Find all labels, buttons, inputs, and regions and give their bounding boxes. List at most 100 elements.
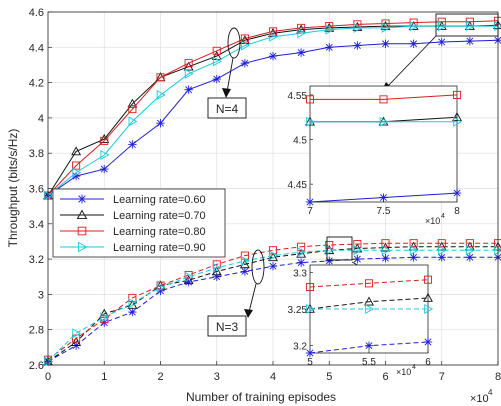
- data-point: [100, 150, 110, 160]
- data-point: [409, 239, 418, 248]
- legend-label-3: Learning rate=0.80: [113, 226, 206, 238]
- inset-data-point: [452, 90, 462, 99]
- inset-data-point: [452, 188, 462, 198]
- data-point: [353, 41, 362, 50]
- data-point-d2: [185, 86, 193, 94]
- data-point: [465, 253, 475, 262]
- data-point: [409, 21, 419, 32]
- data-point: [466, 245, 476, 256]
- series-layer: [43, 16, 501, 367]
- data-point-d2: [269, 262, 277, 270]
- data-point: [184, 68, 194, 79]
- data-point: [296, 48, 306, 57]
- inset-data-point: [364, 341, 374, 350]
- inset-data-point: [423, 292, 433, 302]
- data-point-d2: [410, 253, 418, 261]
- inset-data-point-d2: [365, 342, 373, 350]
- inset-data-point: [305, 282, 315, 292]
- data-point-d2: [100, 165, 108, 173]
- x-tick-label: 5: [326, 371, 332, 383]
- n4-label: N=4: [216, 102, 239, 116]
- legend-label-4: Learning rate=0.90: [113, 242, 206, 254]
- y-axis-label: Throughput (bits/s/Hz): [6, 129, 20, 248]
- inset-series-4: [306, 116, 463, 127]
- data-point: [325, 245, 335, 256]
- y-tick-label: 3: [38, 289, 44, 301]
- data-point-d2: [241, 59, 249, 67]
- series-line: [47, 242, 498, 361]
- data-point: [72, 167, 82, 178]
- y-tick-label: 3.4: [29, 219, 44, 231]
- data-point: [409, 253, 418, 262]
- series-3: [43, 16, 501, 200]
- data-point: [381, 22, 391, 33]
- n3-zoom-box: [326, 236, 353, 261]
- data-point: [437, 37, 446, 47]
- data-point-d2: [382, 254, 389, 262]
- data-point: [297, 242, 306, 251]
- data-point: [156, 118, 165, 128]
- data-point: [381, 245, 391, 256]
- data-point: [156, 73, 165, 82]
- data-point: [128, 140, 137, 149]
- series-1: [43, 36, 501, 200]
- data-point: [212, 56, 222, 67]
- inset-data-point-d2: [306, 198, 314, 206]
- n4-label-box: [207, 97, 247, 119]
- data-point: [71, 146, 82, 156]
- data-point: [212, 272, 221, 281]
- inset-series-4: [306, 304, 434, 314]
- inset-multiplier-base: ×10: [425, 216, 440, 226]
- x-tick-label: 2: [157, 371, 163, 383]
- data-point: [325, 24, 335, 35]
- inset-data-point: [305, 95, 315, 104]
- legend-marker-2: [76, 209, 88, 220]
- data-point: [241, 255, 251, 266]
- legend-label-2: Learning rate=0.70: [113, 210, 206, 222]
- data-point: [296, 258, 306, 267]
- y-tick-label: 4.4: [29, 42, 44, 54]
- data-point-d2: [466, 253, 474, 261]
- data-point: [72, 328, 82, 339]
- data-point: [325, 256, 334, 266]
- inset-n4: 7 7.5 8 4.45 4.5 4.55 ×10 4: [288, 85, 463, 226]
- data-point: [240, 58, 250, 68]
- data-point-d2: [157, 119, 164, 127]
- inset-series-1: [305, 188, 462, 207]
- data-point: [353, 245, 363, 256]
- y-tick-label: 3.6: [29, 184, 44, 196]
- data-point-d2: [438, 253, 446, 261]
- x-multiplier-exponent: 4: [488, 388, 493, 397]
- series-4: [44, 21, 501, 201]
- data-point: [241, 40, 251, 51]
- n3-arrowhead: [244, 309, 253, 318]
- inset-data-point: [423, 275, 433, 284]
- data-point: [380, 20, 391, 30]
- legend-marker-1: [77, 194, 87, 204]
- data-point-d2: [382, 40, 389, 48]
- data-point: [156, 89, 166, 100]
- data-point-d2: [466, 37, 474, 45]
- data-point: [184, 271, 194, 282]
- data-point: [156, 282, 166, 293]
- n4-zoom-box: [435, 13, 499, 37]
- x-tick-label: 0: [45, 371, 51, 383]
- data-point: [212, 46, 221, 55]
- inset-data-point-d2: [306, 349, 314, 357]
- inset-data-point-d2: [380, 194, 387, 202]
- data-point: [353, 254, 362, 264]
- n4-arrowhead: [222, 88, 231, 98]
- series-line: [47, 249, 498, 362]
- inset-data-point: [424, 304, 434, 314]
- data-point-d2: [325, 43, 333, 51]
- data-point-d2: [297, 49, 305, 57]
- y-tick-label: 2.6: [29, 360, 44, 372]
- data-point: [128, 105, 137, 114]
- y-tick-label: 3.8: [29, 148, 44, 160]
- x-tick-label: 1: [101, 371, 107, 383]
- data-point-d2: [353, 255, 361, 263]
- inset-y-tick-label: 4.5: [293, 136, 307, 147]
- inset-data-point: [379, 116, 389, 127]
- inset-y-tick-label: 4.55: [288, 91, 308, 102]
